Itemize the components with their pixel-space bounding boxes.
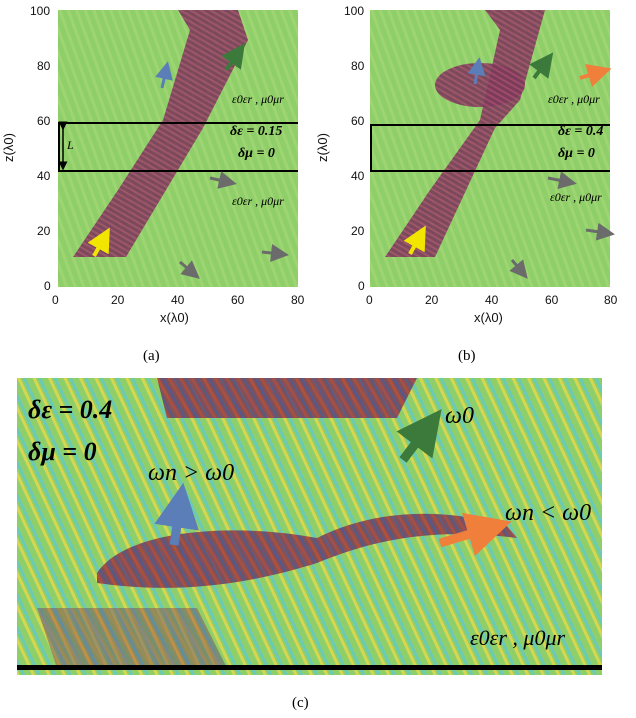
panel-b-delta-eps: δε = 0.4 <box>558 124 604 139</box>
panel-a-ztick-4: 80 <box>37 59 51 73</box>
panel-a-ztick-0: 0 <box>44 279 51 293</box>
panel-a-upshift-arrow <box>155 61 173 89</box>
panel-c-slab-boundary <box>17 665 602 670</box>
panel-b-ztick-5: 100 <box>344 4 365 18</box>
panel-a-xtick-2: 40 <box>171 293 185 307</box>
panel-c-omega-down: ωn < ω0 <box>505 500 592 526</box>
panel-a-zlabel: z(λ0) <box>0 133 16 162</box>
panel-b-ztick-4: 80 <box>351 59 365 73</box>
panel-a-ztick-1: 20 <box>37 224 51 238</box>
panel-b-delta-mu: δμ = 0 <box>558 146 595 161</box>
panel-c-delta-eps: δε = 0.4 <box>28 395 113 424</box>
panel-c-omega-up: ωn > ω0 <box>148 460 235 486</box>
panel-b-xtick-2: 40 <box>485 293 499 307</box>
panel-a-xtick-3: 60 <box>231 293 245 307</box>
panel-b-reflected-arrow-1 <box>547 171 577 190</box>
panel-b-upshifted-blob <box>435 63 525 107</box>
panel-b-xtick-4: 80 <box>604 293 618 307</box>
panel-a-arrows <box>58 43 289 279</box>
panel-a-ztick-2: 40 <box>37 169 51 183</box>
panel-c-top-beam <box>157 378 417 418</box>
panel-a-medium-upper: ε0εr , μ0μr <box>232 92 284 106</box>
panel-c-lower-beam <box>37 608 227 668</box>
panel-a-slab-label: L <box>67 138 74 152</box>
panel-c: δε = 0.4 δμ = 0 ω0 ωn > ω0 ωn < ω0 ε0εr … <box>0 375 636 718</box>
panel-a-medium-lower: ε0εr , μ0μr <box>232 194 284 208</box>
panel-c-medium: ε0εr , μ0μr <box>470 625 566 650</box>
panel-a: L δε = 0.15 δμ = 0 ε0εr , μ0μr ε0εr , μ0… <box>0 0 310 370</box>
panel-b-omega0-arrow <box>529 52 554 80</box>
panel-c-upshifted-lobe <box>97 513 517 588</box>
panel-c-omega0-arrow <box>396 409 442 463</box>
panel-b-slab <box>370 124 610 172</box>
panel-b-xtick-1: 20 <box>425 293 439 307</box>
panel-a-beam <box>73 10 248 257</box>
panel-c-downshift-arrow <box>438 512 512 557</box>
panel-b-ztick-3: 60 <box>351 114 365 128</box>
panel-a-omega0-arrow <box>221 43 245 72</box>
panel-a-xlabel: x(λ0) <box>160 310 189 325</box>
panel-a-ztick-3: 60 <box>37 114 51 128</box>
panel-a-xtick-0: 0 <box>52 293 59 307</box>
panel-b-ztick-1: 20 <box>351 224 365 238</box>
panel-a-delta-mu: δμ = 0 <box>238 146 275 161</box>
panel-c-delta-mu: δμ = 0 <box>28 437 97 466</box>
panel-a-incident-arrow <box>87 227 110 257</box>
panel-b-caption: (b) <box>458 348 476 364</box>
panel-c-arrows <box>154 409 512 557</box>
panel-b-upshift-arrow <box>467 57 486 85</box>
panel-b-medium-lower: ε0εr , μ0μr <box>550 190 602 204</box>
panel-c-upshift-arrow <box>154 482 199 546</box>
panel-a-caption: (a) <box>143 348 160 364</box>
panel-b-xlabel: x(λ0) <box>474 310 503 325</box>
panel-b-reflected-arrow-2 <box>585 222 615 241</box>
panel-b: δε = 0.4 δμ = 0 ε0εr , μ0μr ε0εr , μ0μr … <box>314 0 636 370</box>
panel-a-ztick-5: 100 <box>30 4 51 18</box>
panel-b-incident-arrow <box>403 225 426 255</box>
panel-b-medium-upper: ε0εr , μ0μr <box>548 92 600 106</box>
panel-c-omega0: ω0 <box>445 403 474 429</box>
panel-a-xtick-1: 20 <box>111 293 125 307</box>
panel-a-reflected-arrow-2 <box>261 244 289 262</box>
panel-b-zlabel: z(λ0) <box>314 133 330 162</box>
panel-c-caption: (c) <box>292 695 309 711</box>
panel-b-arrows <box>403 52 615 279</box>
panel-b-xtick-3: 60 <box>545 293 559 307</box>
panel-b-ztick-0: 0 <box>358 279 365 293</box>
panel-a-xtick-4: 80 <box>291 293 305 307</box>
panel-a-reflected-arrow-1 <box>209 171 237 189</box>
panel-b-xtick-0: 0 <box>366 293 373 307</box>
panel-a-reflected-arrow-3 <box>179 260 200 279</box>
panel-a-delta-eps: δε = 0.15 <box>230 124 283 139</box>
panel-b-ztick-2: 40 <box>351 169 365 183</box>
panel-b-reflected-arrow-3 <box>509 259 528 279</box>
panel-b-downshift-arrow <box>579 63 612 87</box>
